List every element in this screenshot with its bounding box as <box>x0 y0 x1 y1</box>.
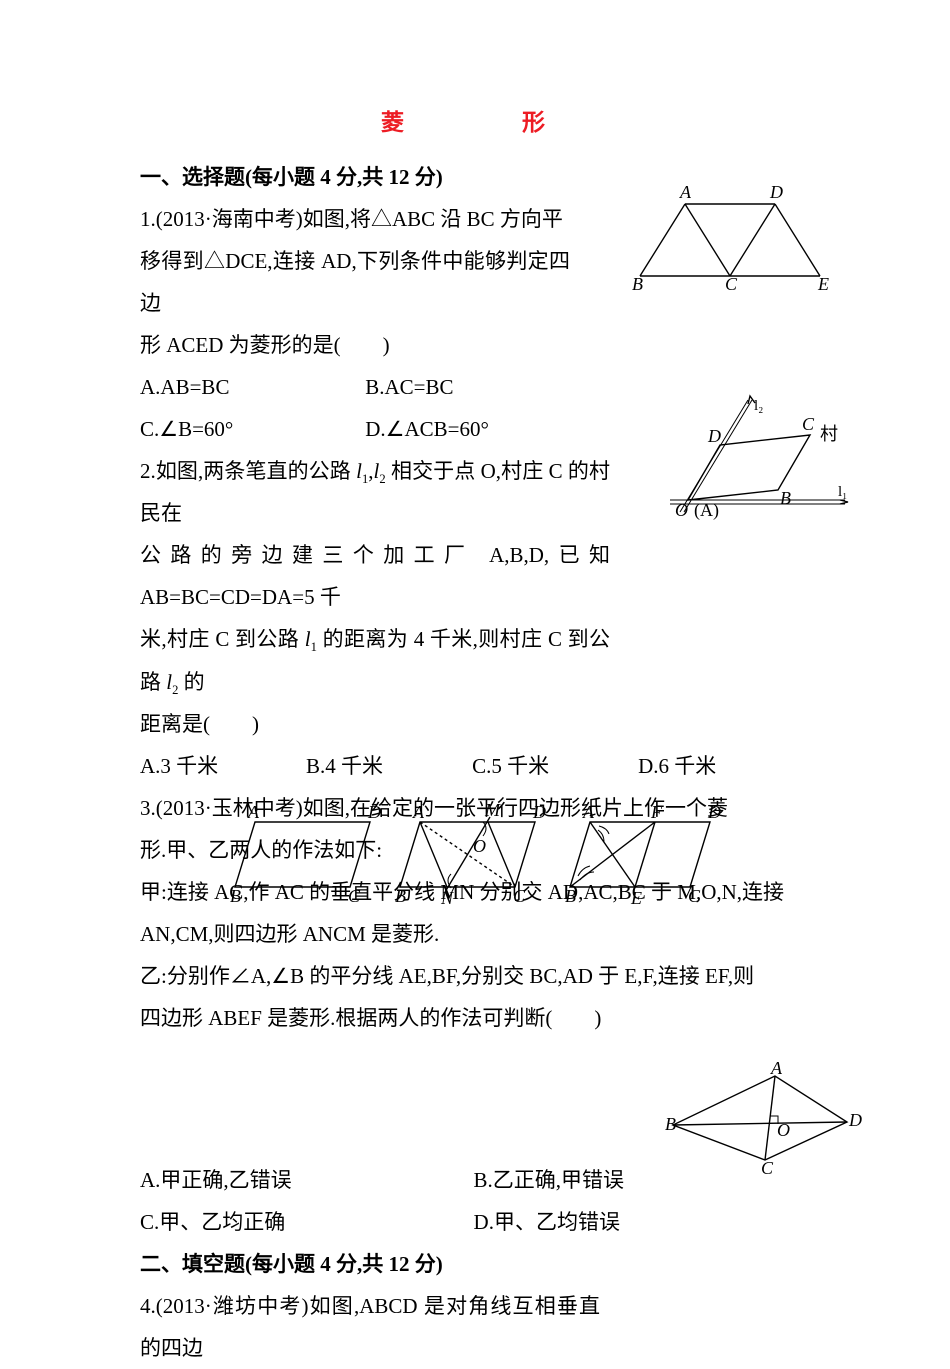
q4-line1: 4.(2013·潍坊中考)如图,ABCD 是对角线互相垂直的四边 <box>140 1285 810 1369</box>
q1-optA: A.AB=BC <box>140 366 360 408</box>
fig4-A: A <box>770 1058 783 1078</box>
fig3a-A: A <box>247 802 260 822</box>
fig1-E: E <box>817 274 829 294</box>
fig4-B: B <box>665 1114 676 1134</box>
q3-line4: AN,CM,则四边形 ANCM 是菱形. <box>140 913 810 955</box>
fig1-D: D <box>769 182 783 202</box>
q2-line4: 距离是( ) <box>140 703 810 745</box>
q2-options: A.3 千米 B.4 千米 C.5 千米 D.6 千米 <box>140 745 810 787</box>
q1-line3: 形 ACED 为菱形的是( ) <box>140 324 810 366</box>
q2-optA: A.3 千米 <box>140 745 301 787</box>
figure-q4: A B C D O <box>665 1070 855 1170</box>
q3-line5: 乙:分别作∠A,∠B 的平分线 AE,BF,分别交 BC,AD 于 E,F,连接… <box>140 955 810 997</box>
figure-q3: A D B C M N O A D B C <box>230 802 730 912</box>
fig3c-A: A <box>582 802 595 822</box>
fig3b-N: N <box>440 888 454 908</box>
fig4-C: C <box>761 1158 774 1178</box>
fig2-cun: 村 <box>820 424 838 444</box>
fig3b-A: A <box>412 802 425 822</box>
page-title: 菱 形 <box>140 100 810 146</box>
q2-line3-c: 的 <box>178 670 204 694</box>
fig3a-C: C <box>348 886 361 906</box>
q1-optB: B.AC=BC <box>365 366 453 408</box>
q3-options-row2: C.甲、乙均正确 D.甲、乙均错误 <box>140 1201 810 1243</box>
q1-optD: D.∠ACB=60° <box>365 408 489 450</box>
page: 菱 形 一、选择题(每小题 4 分,共 12 分) 1.(2013·海南中考)如… <box>0 0 950 1344</box>
fig4-O: O <box>777 1120 790 1140</box>
fig1-A: A <box>679 182 692 202</box>
q2-optB: B.4 千米 <box>306 745 467 787</box>
fig1-C: C <box>725 274 738 294</box>
fig3c-E: E <box>630 888 642 908</box>
fig2-O: O <box>675 500 688 520</box>
figure-q1: A D B C E <box>630 190 840 290</box>
fig2-C: C <box>802 414 815 434</box>
fig2-A: (A) <box>694 500 719 521</box>
q3-line6: 四边形 ABEF 是菱形.根据两人的作法可判断( ) <box>140 997 810 1039</box>
figure-q2: O (A) B C 村 D l₁ l₂ <box>670 400 850 520</box>
q2-line1-a: 2.如图,两条笔直的公路 <box>140 459 356 483</box>
q2-line2: 公路的旁边建三个加工厂 A,B,D,已知 AB=BC=CD=DA=5 千 <box>140 534 810 618</box>
fig2-D: D <box>707 426 721 446</box>
q1-optC: C.∠B=60° <box>140 408 360 450</box>
fig3b-M: M <box>484 800 501 820</box>
q2-optD: D.6 千米 <box>638 745 799 787</box>
fig3b-C: C <box>513 886 526 906</box>
fig3c-F: F <box>650 802 663 822</box>
fig3a-B: B <box>230 886 241 906</box>
q3-optD: D.甲、乙均错误 <box>474 1201 802 1243</box>
fig3c-C: C <box>688 886 701 906</box>
q2-line3-a: 米,村庄 C 到公路 <box>140 627 305 651</box>
fig2-l2: l₂ <box>754 398 763 414</box>
fig3b-D: D <box>532 802 546 822</box>
q3-optA: A.甲正确,乙错误 <box>140 1159 468 1201</box>
fig2-B: B <box>780 488 791 508</box>
q2-optC: C.5 千米 <box>472 745 633 787</box>
fig3a-D: D <box>367 802 381 822</box>
q2-line3: 米,村庄 C 到公路 l1 的距离为 4 千米,则村庄 C 到公路 l2 的 <box>140 618 810 703</box>
fig3c-D: D <box>707 802 721 822</box>
fig3b-O: O <box>473 836 486 856</box>
fig3b-B: B <box>395 886 406 906</box>
fig4-D: D <box>848 1110 862 1130</box>
section-2-heading: 二、填空题(每小题 4 分,共 12 分) <box>140 1243 810 1285</box>
fig2-l1: l₁ <box>838 484 847 500</box>
fig1-B: B <box>632 274 643 294</box>
fig3c-B: B <box>565 886 576 906</box>
q3-optC: C.甲、乙均正确 <box>140 1201 468 1243</box>
